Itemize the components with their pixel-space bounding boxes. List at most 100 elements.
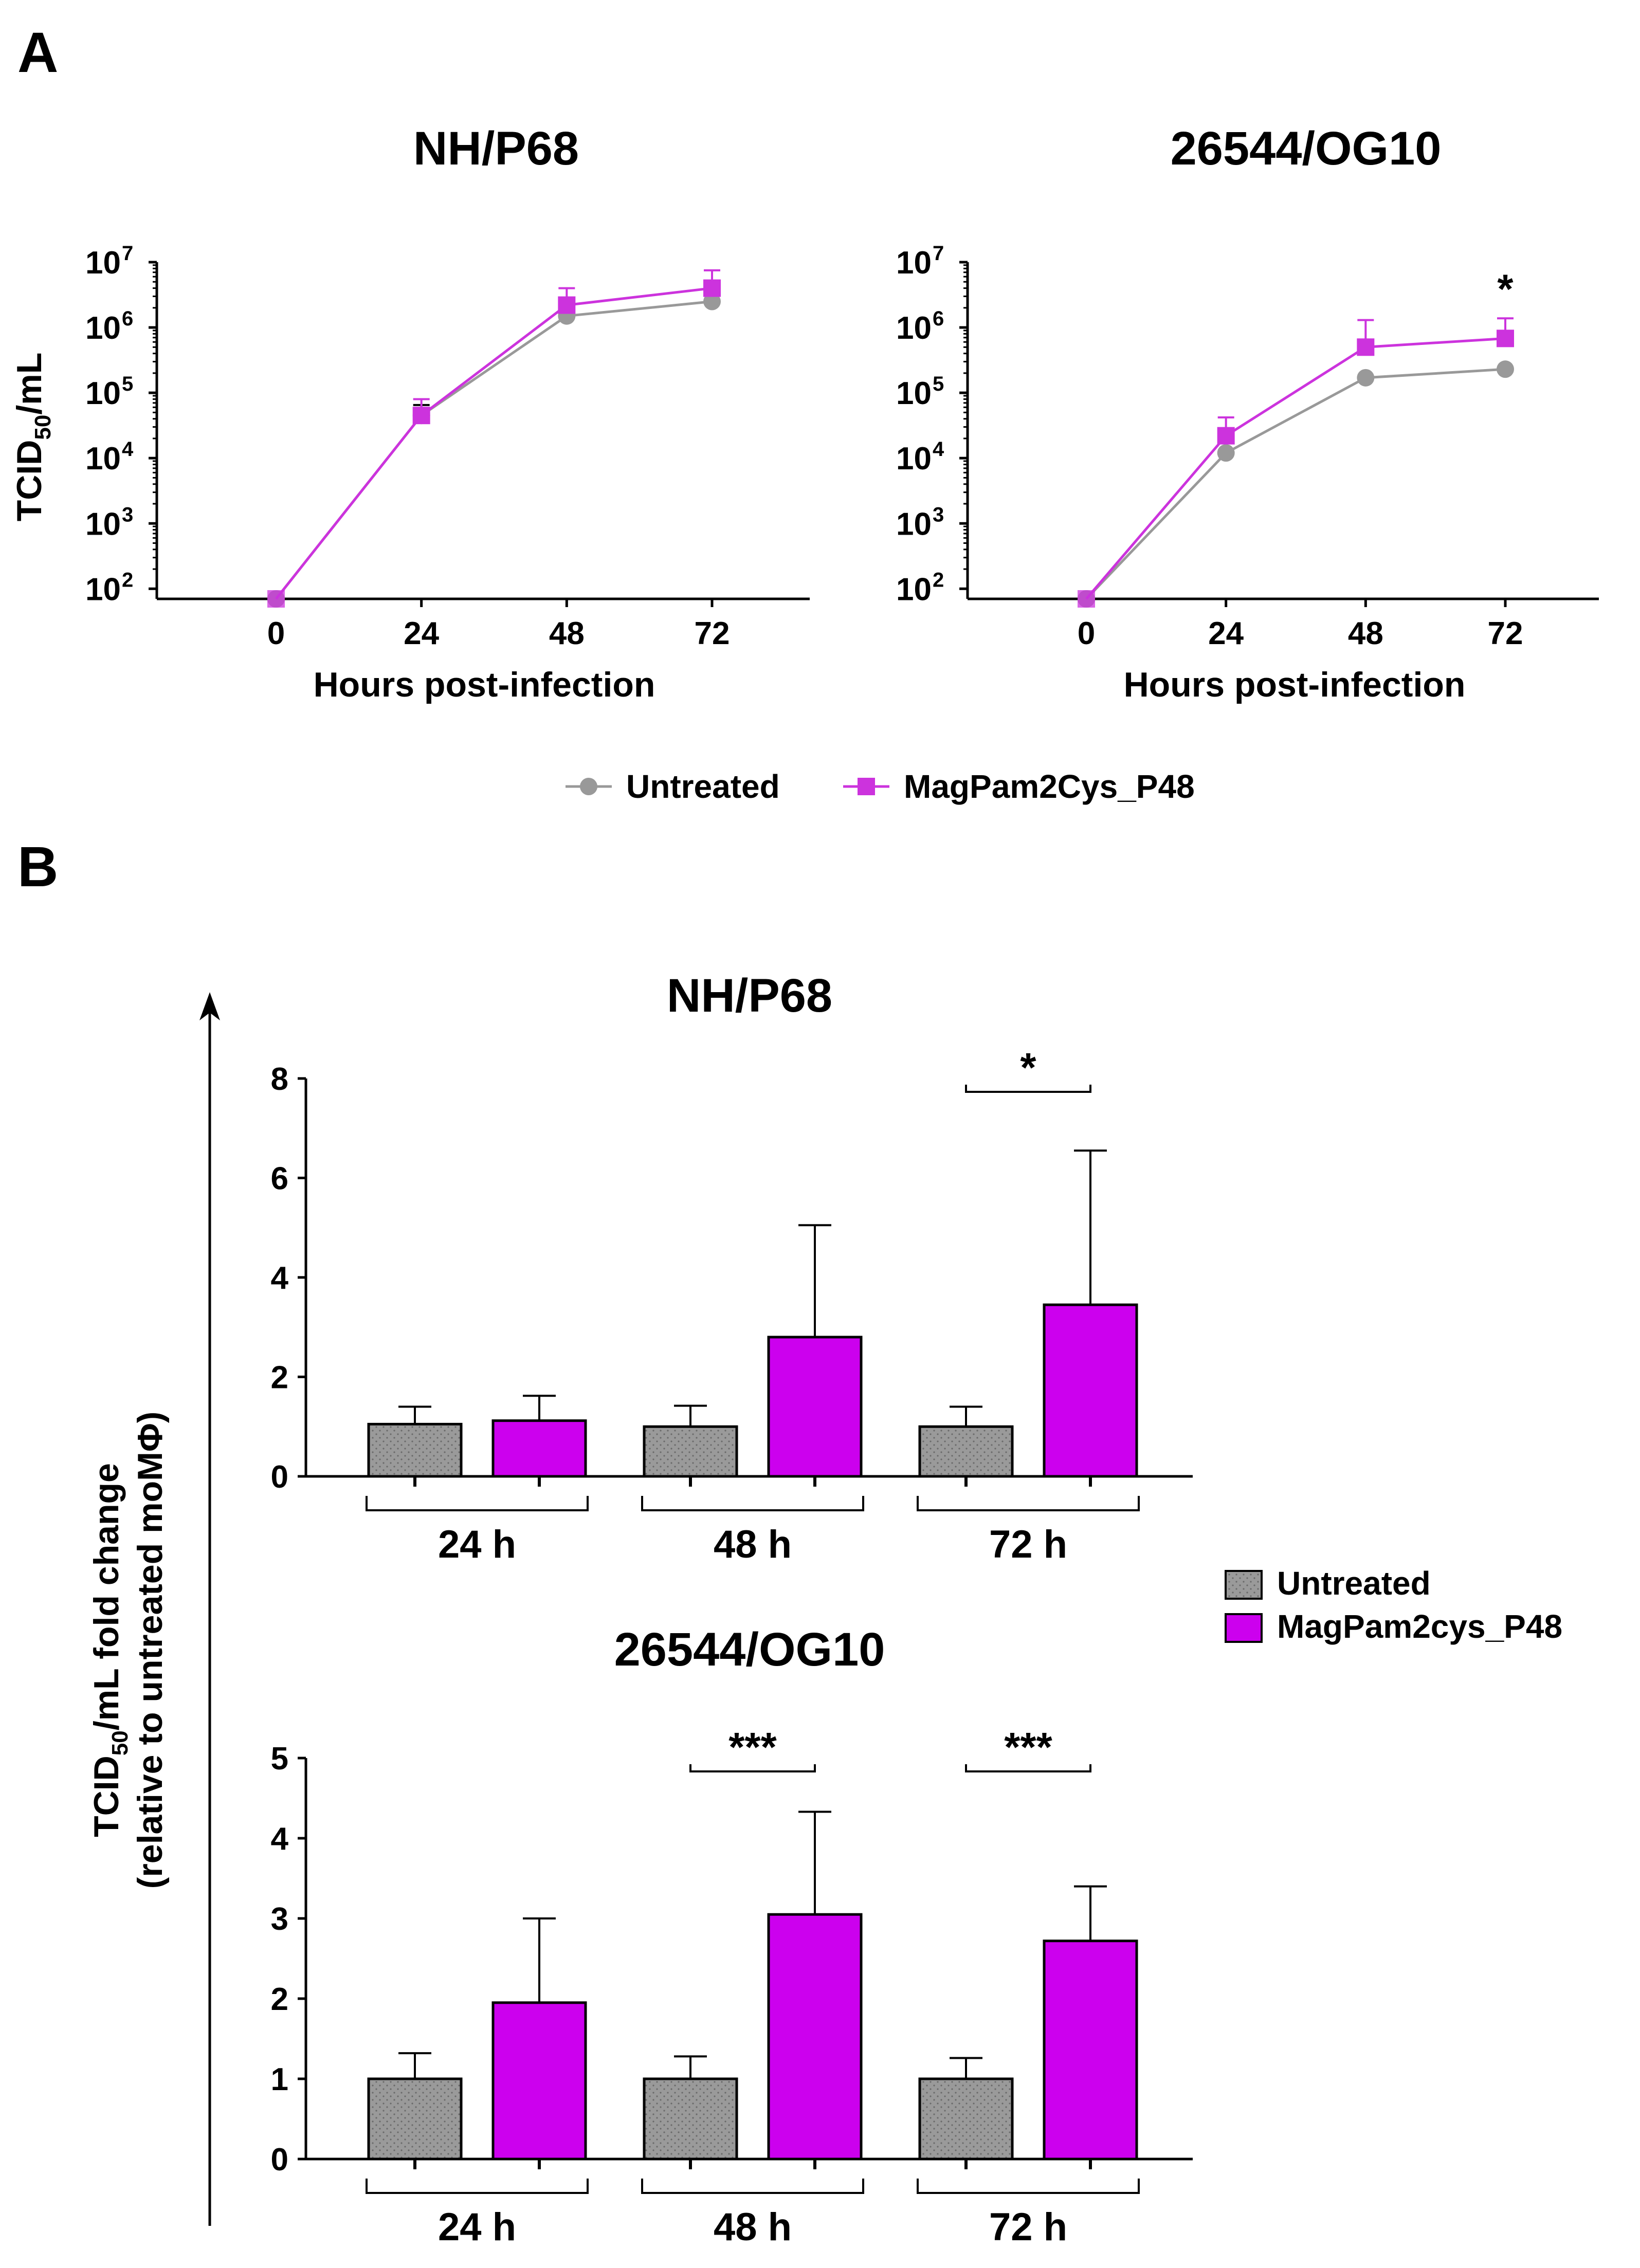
a2-y-tick-exponent: 4 <box>933 438 944 461</box>
chart-a1-marks <box>267 269 721 608</box>
b1-group-bracket <box>641 1496 864 1511</box>
b2-y-tick-label: 1 <box>271 2062 288 2097</box>
b2-group-bracket <box>917 2179 1140 2194</box>
a1-y-tick-exponent: 3 <box>122 503 133 526</box>
chart-a1-axes: 10 210 310 410 510 610 70 24 48 72 <box>85 242 810 651</box>
b2-significance-bracket <box>965 1764 1091 1772</box>
panel-b-ylabel-line1-tail: /mL fold change <box>87 1463 126 1730</box>
a2-point <box>1078 590 1095 608</box>
b1-bar-untreated <box>918 1425 1014 1478</box>
b2-group-bracket <box>641 2179 864 2194</box>
b1-category-label: 72 h <box>989 1523 1067 1566</box>
legend-a-untreated-label: Untreated <box>626 768 780 805</box>
a1-y-tick-label: 10 <box>85 506 121 542</box>
a1-y-tick-exponent: 7 <box>122 242 133 265</box>
a2-x-tick-label: 72 <box>1488 616 1523 651</box>
b2-bar-untreated <box>367 2077 463 2161</box>
chart-a2-marks: * <box>1078 266 1514 608</box>
b2-bar-treated <box>767 1913 863 2161</box>
chart-a1-title: NH/P68 <box>413 122 579 175</box>
a2-point <box>1217 427 1235 445</box>
legend-a-untreated-marker <box>580 778 597 795</box>
a2-point <box>1357 338 1375 356</box>
chart-a1-nh-p68: NH/P68 TCID50/mL 10 210 310 410 510 610 70 24 48… <box>10 122 810 704</box>
b2-significance-bracket <box>689 1764 816 1772</box>
a1-y-tick-label: 10 <box>85 572 121 607</box>
a2-point <box>1497 330 1514 347</box>
a1-y-tick-exponent: 4 <box>122 438 134 461</box>
a2-y-tick-exponent: 7 <box>933 242 944 265</box>
b1-y-tick-label: 8 <box>271 1062 288 1097</box>
chart-b1-marks: * <box>367 1045 1138 1478</box>
b1-category-label: 24 h <box>438 1523 516 1566</box>
a1-series-line <box>275 300 713 600</box>
b2-y-tick-label: 4 <box>271 1821 289 1857</box>
b2-category-label: 48 h <box>714 2205 792 2249</box>
b2-bar-untreated <box>643 2077 738 2161</box>
legend-b-treated-swatch <box>1225 1613 1263 1643</box>
b2-group-bracket <box>366 2179 589 2194</box>
b2-bar-treated <box>491 2001 587 2161</box>
a2-point <box>1217 444 1235 462</box>
b1-bar-treated <box>767 1336 863 1478</box>
legend-b-untreated-swatch <box>1225 1570 1263 1600</box>
b2-significance-label: *** <box>728 1724 777 1770</box>
chart-a2-title: 26544/OG10 <box>1171 122 1442 175</box>
b1-y-tick-label: 6 <box>271 1161 288 1197</box>
a2-x-tick-label: 24 <box>1208 616 1244 651</box>
b2-y-tick-label: 2 <box>271 1982 288 2017</box>
chart-a1-ylabel-main: TCID <box>10 440 49 522</box>
a2-y-tick-label: 10 <box>896 441 932 477</box>
b2-y-tick-label: 0 <box>271 2142 288 2178</box>
a1-point <box>267 590 285 608</box>
a2-significance-label: * <box>1497 266 1514 312</box>
b1-significance-bracket <box>965 1085 1091 1093</box>
panel-b-ylabel-line2-tail: ) <box>131 1412 170 1423</box>
a2-y-tick-exponent: 6 <box>933 307 944 330</box>
panel-b-ylabel-line2-phi: Φ <box>131 1423 170 1452</box>
a1-x-tick-label: 48 <box>549 616 585 651</box>
chart-a1-ylabel-tail: /mL <box>10 353 49 415</box>
legend-a-treated-label: MagPam2Cys_P48 <box>904 768 1195 805</box>
a1-point <box>703 279 721 297</box>
a1-x-tick-label: 72 <box>695 616 730 651</box>
a2-y-tick-exponent: 5 <box>933 373 944 395</box>
a2-point <box>1357 369 1375 387</box>
chart-a2-26544-og10: 26544/OG10 10 210 310 410 510 610 70 24 48 72 * H… <box>896 122 1599 704</box>
legend-a: Untreated MagPam2Cys_P48 <box>566 768 1195 805</box>
a1-point <box>558 296 576 314</box>
a2-series-line <box>1085 368 1506 600</box>
legend-b-treated-label: MagPam2cys_P48 <box>1277 1608 1562 1645</box>
b1-y-tick-label: 4 <box>271 1260 289 1296</box>
a1-y-tick-label: 10 <box>85 441 121 477</box>
a1-x-tick-label: 0 <box>267 616 285 651</box>
b1-bar-untreated <box>643 1425 738 1478</box>
chart-b2-title: 26544/OG10 <box>614 1623 885 1676</box>
a2-y-tick-exponent: 3 <box>933 503 944 526</box>
panel-b-y-arrow-head <box>199 992 220 1020</box>
panel-b-ylabel-line2-main: (relative to untreated moM <box>131 1452 170 1889</box>
b1-bar-untreated <box>367 1422 463 1478</box>
a1-point <box>412 407 430 425</box>
panel-letter-b: B <box>17 835 58 899</box>
chart-a1-xlabel: Hours post-infection <box>314 665 655 704</box>
legend-b: Untreated MagPam2cys_P48 <box>1225 1565 1562 1645</box>
panel-b-ylabel: TCID50/mL fold change (relative to untre… <box>87 992 220 2226</box>
panel-b-ylabel-line1: TCID50/mL fold change <box>87 1463 133 1837</box>
chart-b2-marks: *** *** <box>367 1724 1138 2161</box>
a1-series-untreated <box>267 292 721 608</box>
b2-category-label: 72 h <box>989 2205 1067 2249</box>
b1-y-tick-label: 0 <box>271 1459 288 1495</box>
a1-y-tick-label: 10 <box>85 310 121 346</box>
a2-x-tick-label: 0 <box>1078 616 1095 651</box>
chart-b1-title: NH/P68 <box>667 970 832 1022</box>
b2-bar-treated <box>1043 1940 1138 2161</box>
a1-y-tick-exponent: 6 <box>122 307 133 330</box>
chart-a2-xlabel: Hours post-infection <box>1124 665 1466 704</box>
a2-y-tick-label: 10 <box>896 572 932 607</box>
b2-y-tick-label: 3 <box>271 1901 288 1937</box>
b2-significance-label: *** <box>1004 1724 1052 1770</box>
b2-bar-untreated <box>918 2077 1014 2161</box>
a2-x-tick-label: 48 <box>1348 616 1383 651</box>
panel-b-ylabel-line1-main: TCID <box>87 1755 126 1837</box>
